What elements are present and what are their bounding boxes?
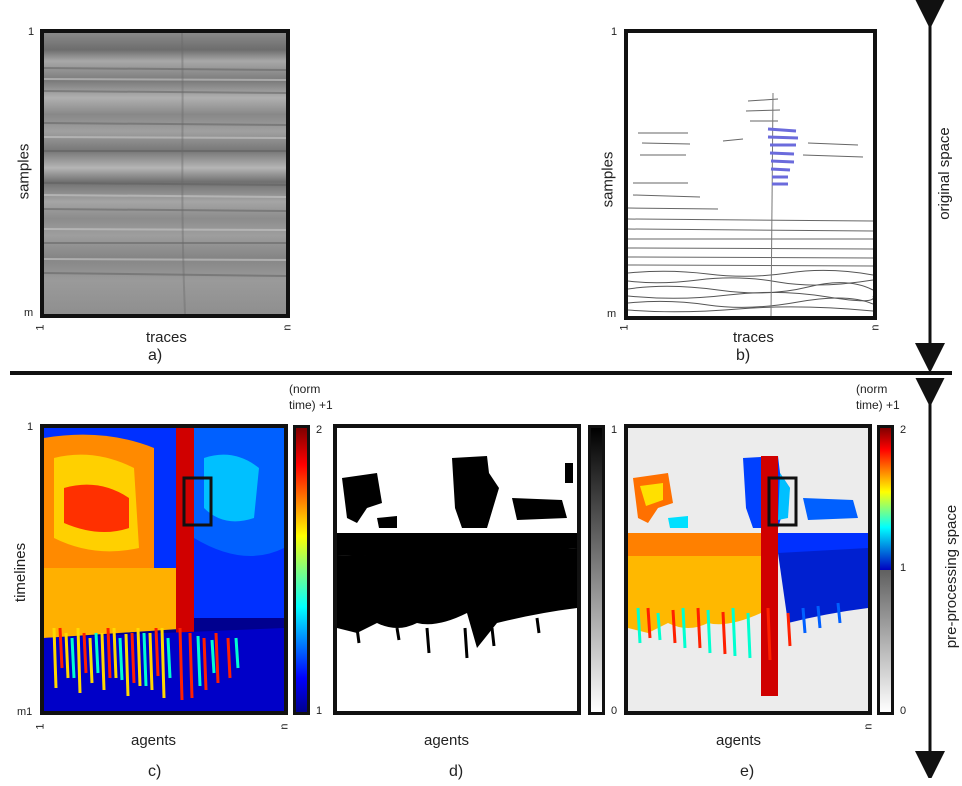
panel-d-tag: d) xyxy=(449,763,464,780)
panel-a-seismic-image xyxy=(40,29,290,318)
panel-c-colorbar xyxy=(293,425,310,715)
panel-a-x-left-tick: 1 xyxy=(34,324,47,331)
panel-e-cbar-title-1: (norm xyxy=(856,382,888,396)
panel-c-x-label: agents xyxy=(131,732,177,749)
panel-d-mask xyxy=(333,424,581,715)
panel-a-y-top-tick: 1 xyxy=(28,26,35,38)
panel-c-cbar-title-1: (norm xyxy=(289,382,321,396)
panel-e-cbar-max: 2 xyxy=(900,424,907,436)
panel-c-x-left-tick: 1 xyxy=(34,723,47,730)
panel-c-y-label: timelines xyxy=(12,542,30,603)
panel-b-y-label: samples xyxy=(599,151,617,208)
panel-e-tag: e) xyxy=(740,763,755,780)
panel-a-tag: a) xyxy=(148,347,163,364)
original-space-label: original space xyxy=(935,127,953,220)
panel-b-x-right-tick: n xyxy=(869,324,882,331)
preprocessing-space-arrow xyxy=(915,378,945,778)
panel-e-masked-heatmap xyxy=(624,424,872,715)
panel-a-x-right-tick: n xyxy=(281,324,294,331)
panel-b-x-label: traces xyxy=(733,329,774,346)
panel-d-cbar-max: 1 xyxy=(611,424,618,436)
panel-a-x-label: traces xyxy=(146,329,187,346)
panel-b-x-left-tick: 1 xyxy=(618,324,631,331)
panel-d-x-label: agents xyxy=(424,732,470,749)
panel-e-x-label: agents xyxy=(716,732,762,749)
panel-e-x-right-tick: n xyxy=(862,723,875,730)
panel-d-colorbar xyxy=(588,425,605,715)
preprocessing-space-label: pre-processing space xyxy=(943,504,961,649)
panel-a-y-bottom-tick: m xyxy=(24,307,34,319)
panel-b-y-top-tick: 1 xyxy=(611,26,618,38)
panel-e-cbar-min: 0 xyxy=(900,705,907,717)
panel-e-colorbar xyxy=(877,425,894,715)
panel-c-heatmap xyxy=(40,424,288,715)
panel-c-cbar-min: 1 xyxy=(316,705,323,717)
section-divider xyxy=(10,371,952,375)
panel-a-y-label: samples xyxy=(15,143,33,200)
panel-d-cbar-min: 0 xyxy=(611,705,618,717)
panel-b-y-bottom-tick: m xyxy=(607,308,617,320)
panel-c-y-bottom-tick: m1 xyxy=(17,706,33,718)
original-space-arrow xyxy=(915,0,945,372)
panel-c-y-top-tick: 1 xyxy=(27,421,34,433)
panel-b-horizon-plot xyxy=(624,29,877,320)
panel-c-x-right-tick: n xyxy=(278,723,291,730)
panel-c-cbar-max: 2 xyxy=(316,424,323,436)
panel-b-tag: b) xyxy=(736,347,751,364)
panel-e-cbar-mid: 1 xyxy=(900,562,907,574)
panel-c-cbar-title-2: time) +1 xyxy=(289,398,333,412)
panel-c-tag: c) xyxy=(148,763,162,780)
panel-e-cbar-title-2: time) +1 xyxy=(856,398,900,412)
